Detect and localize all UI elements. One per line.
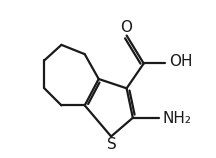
Text: S: S xyxy=(107,137,117,152)
Text: OH: OH xyxy=(169,54,193,69)
Text: NH₂: NH₂ xyxy=(162,111,191,126)
Text: O: O xyxy=(120,19,132,34)
